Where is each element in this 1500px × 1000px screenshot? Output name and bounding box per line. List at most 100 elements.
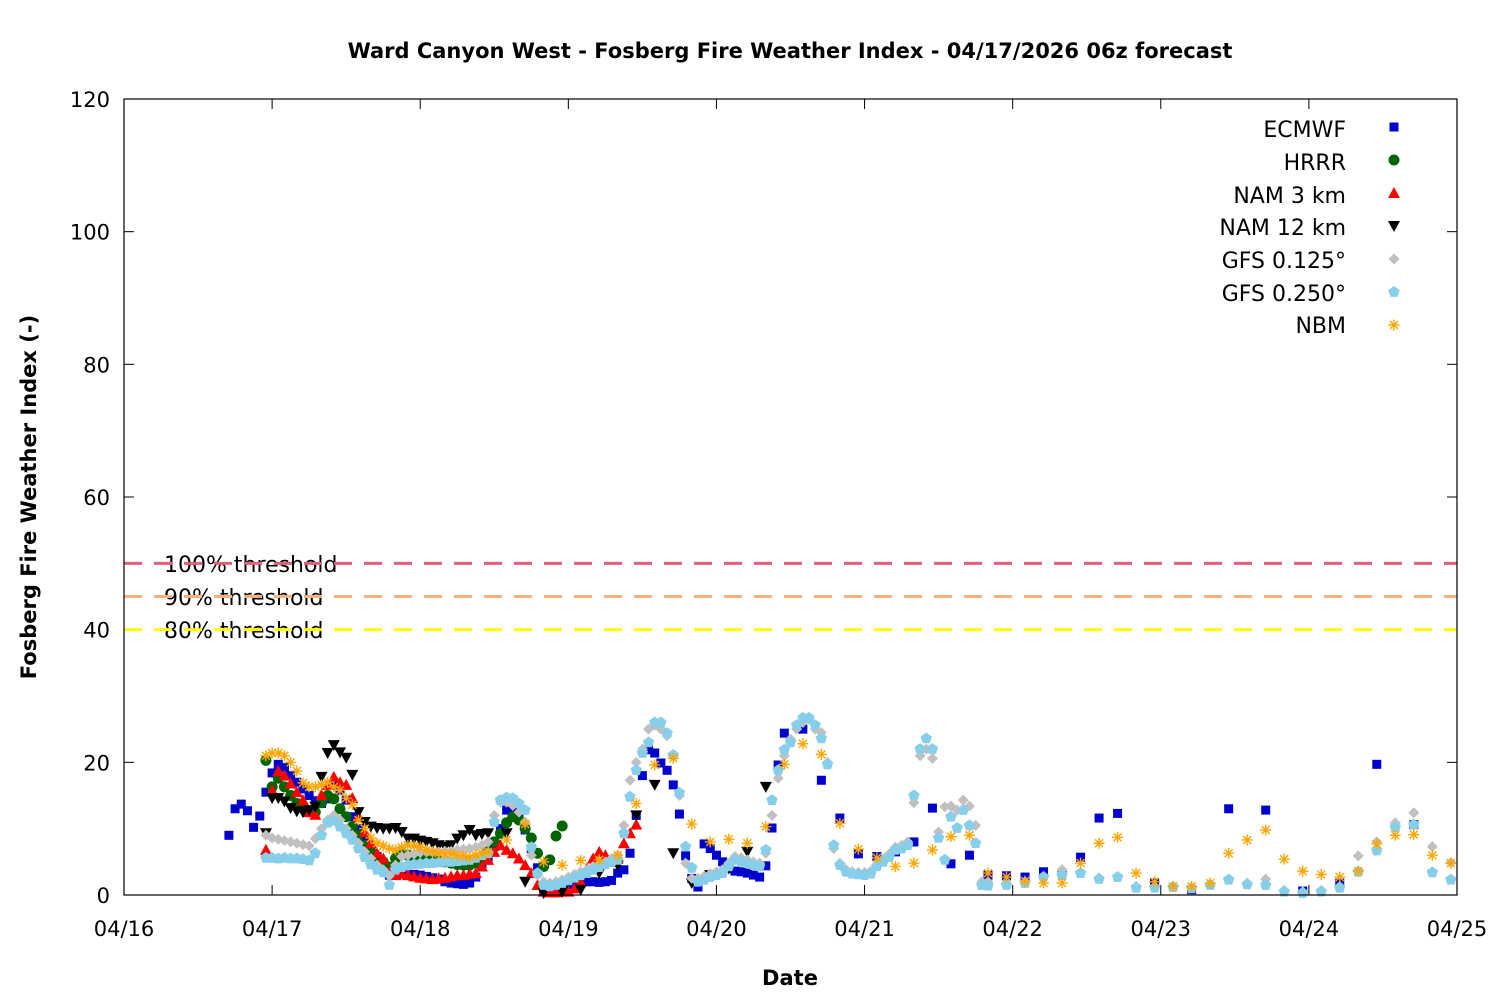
data-point-ecmwf <box>298 784 308 794</box>
data-point-gfs-0-250 <box>809 719 821 730</box>
data-point-nam-3-km <box>617 837 630 849</box>
data-point-nbm <box>359 823 371 835</box>
data-point-nbm <box>1093 837 1105 849</box>
data-point-gfs-0-250 <box>951 822 963 833</box>
data-point-nam-3-km <box>296 794 309 806</box>
data-point-nam-12-km <box>574 884 587 896</box>
data-point-ecmwf <box>588 877 598 887</box>
data-point-gfs-0-250 <box>309 847 321 859</box>
data-point-ecmwf <box>755 872 765 882</box>
data-point-ecmwf <box>273 759 283 769</box>
data-point-gfs-0-250 <box>1408 818 1420 830</box>
data-point-nbm <box>945 831 957 843</box>
data-point-nbm <box>340 792 352 804</box>
data-point-gfs-0-250 <box>920 732 932 744</box>
data-point-gfs-0-250 <box>315 829 328 841</box>
data-point-ecmwf <box>1224 804 1234 814</box>
data-point-nbm <box>686 818 698 830</box>
data-point-ecmwf <box>637 771 647 781</box>
data-point-gfs-0-250 <box>753 860 766 872</box>
data-point-nbm <box>451 849 463 861</box>
data-point-nam-3-km <box>494 839 507 851</box>
data-point-nam-12-km <box>648 779 661 791</box>
data-point-nbm <box>982 867 994 879</box>
data-point-gfs-0-250 <box>939 853 951 865</box>
data-point-ecmwf <box>674 809 684 819</box>
data-point-ecmwf <box>909 837 919 847</box>
data-point-gfs-0-250 <box>815 732 828 744</box>
data-point-gfs-0-250 <box>519 804 531 815</box>
data-point-gfs-0-250 <box>1426 866 1438 878</box>
y-tick-label: 20 <box>83 751 110 775</box>
data-point-ecmwf <box>594 877 604 887</box>
data-point-gfs-0-250 <box>784 736 797 748</box>
data-point-gfs-0-250 <box>803 711 815 723</box>
legend: ECMWF HRRR NAM 3 km NAM 12 km GFS 0.125°… <box>1219 118 1400 339</box>
data-point-gfs-0-125 <box>618 819 630 831</box>
data-point-ecmwf <box>964 850 974 860</box>
data-point-nbm <box>963 829 975 841</box>
data-point-nam-3-km <box>290 786 303 798</box>
data-point-nbm <box>538 856 550 868</box>
legend-marker-ecmwf <box>1389 122 1399 132</box>
data-point-ecmwf <box>1113 808 1123 818</box>
x-tick-label: 04/19 <box>538 917 599 941</box>
data-point-nbm <box>852 843 864 855</box>
legend-marker-hrrr <box>1388 154 1400 166</box>
threshold-label-100: 100% threshold <box>164 553 338 578</box>
x-tick-label: 04/22 <box>982 917 1043 941</box>
data-point-nbm <box>303 781 315 793</box>
data-point-nam-3-km <box>278 769 291 781</box>
data-point-nbm <box>1130 867 1142 879</box>
data-point-nbm <box>365 832 377 844</box>
data-point-gfs-0-250 <box>1260 879 1272 890</box>
data-point-hrrr <box>525 832 537 844</box>
legend-label-gfs0250: GFS 0.250° <box>1222 282 1346 307</box>
data-point-gfs-0-250 <box>636 747 649 758</box>
series-gfs-0-250 <box>260 711 1457 898</box>
data-point-nbm <box>408 840 420 852</box>
data-point-gfs-0-250 <box>642 736 655 748</box>
data-point-nbm <box>439 848 451 860</box>
data-point-nbm <box>704 836 716 848</box>
data-point-gfs-0-250 <box>377 866 389 878</box>
data-point-gfs-0-125 <box>957 794 969 806</box>
data-point-ecmwf <box>310 796 320 806</box>
data-point-gfs-0-250 <box>352 842 365 854</box>
data-point-ecmwf <box>699 839 709 849</box>
data-point-nbm <box>396 841 408 853</box>
y-tick-label: 0 <box>97 884 110 908</box>
data-point-ecmwf <box>748 870 758 880</box>
data-point-nam-12-km <box>667 848 680 860</box>
data-point-nbm <box>575 855 587 867</box>
data-point-nbm <box>1056 877 1068 889</box>
chart-title: Ward Canyon West - Fosberg Fire Weather … <box>348 39 1233 63</box>
y-tick-label: 100 <box>70 221 110 245</box>
data-point-nbm <box>1315 868 1327 880</box>
data-point-nbm <box>1297 865 1309 877</box>
data-point-nbm <box>1426 849 1438 861</box>
data-point-nbm <box>871 852 883 864</box>
data-point-nbm <box>1112 831 1124 843</box>
data-point-ecmwf <box>1261 805 1271 815</box>
data-point-nam-3-km <box>519 859 532 871</box>
data-point-ecmwf <box>452 879 462 889</box>
data-point-gfs-0-250 <box>1056 869 1068 880</box>
data-point-ecmwf <box>354 824 364 834</box>
data-point-nbm <box>353 814 365 826</box>
data-point-ecmwf <box>1076 852 1086 862</box>
data-point-gfs-0-125 <box>926 752 938 764</box>
data-point-nam-12-km <box>315 771 328 783</box>
data-point-nbm <box>377 840 389 852</box>
data-point-ecmwf <box>681 851 691 861</box>
legend-label-hrrr: HRRR <box>1284 151 1346 176</box>
data-point-gfs-0-250 <box>525 841 537 853</box>
data-point-ecmwf <box>446 878 456 888</box>
data-point-ecmwf <box>705 844 715 854</box>
data-point-nam-12-km <box>340 752 353 764</box>
data-point-nam-12-km <box>463 824 476 836</box>
data-point-gfs-0-250 <box>1278 885 1290 897</box>
series-nam-3-km <box>259 764 643 898</box>
data-point-gfs-0-250 <box>821 758 834 770</box>
threshold-label-80: 80% threshold <box>164 619 324 644</box>
